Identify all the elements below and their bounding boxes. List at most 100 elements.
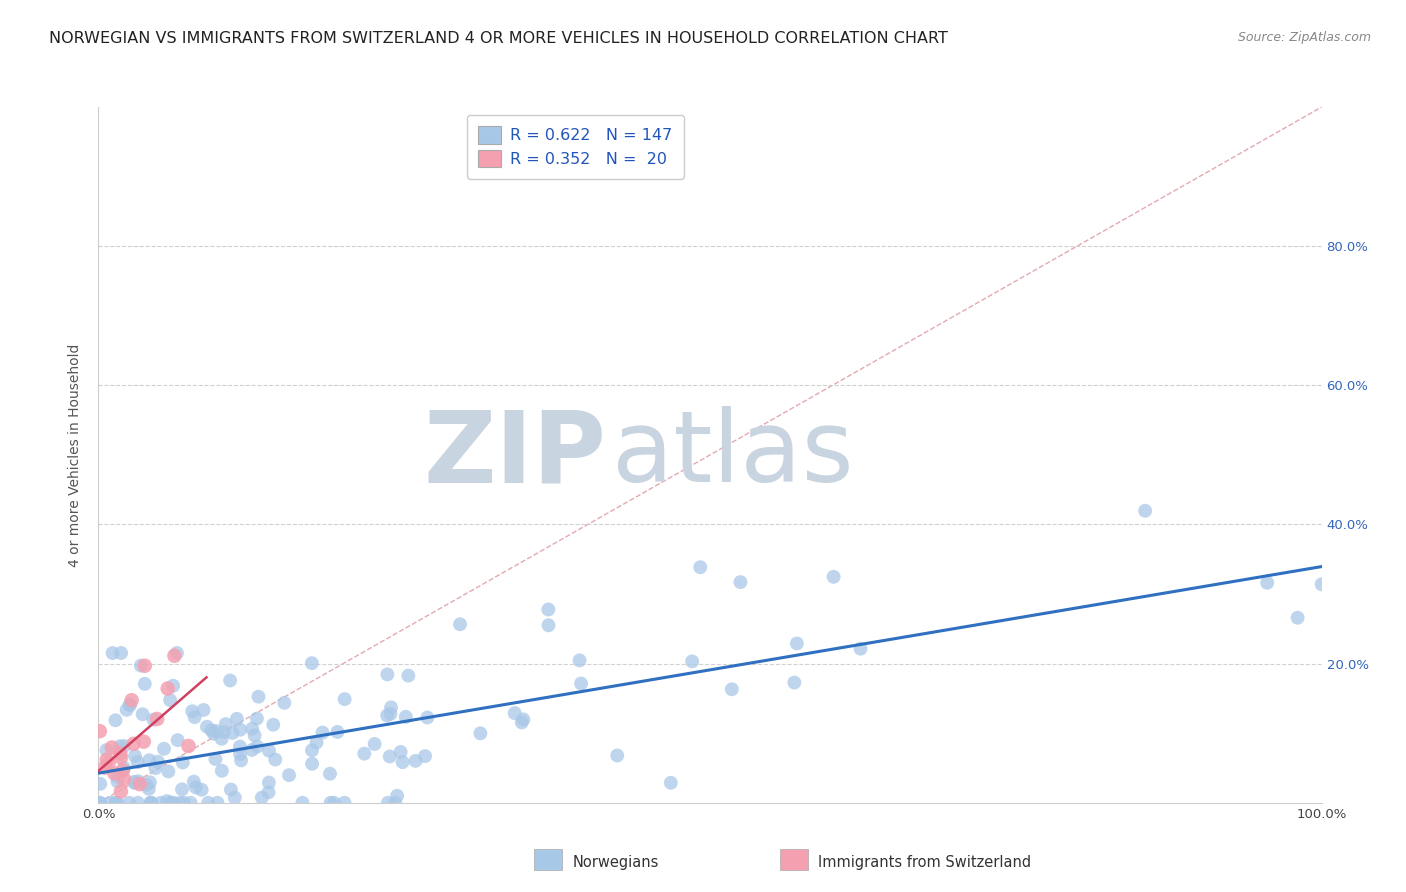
Point bbox=[200, 723, 222, 738]
Point bbox=[229, 747, 252, 761]
Point bbox=[319, 766, 342, 780]
Point bbox=[101, 646, 124, 660]
Point bbox=[127, 755, 149, 769]
Point bbox=[166, 733, 188, 747]
Point bbox=[224, 790, 246, 805]
Point bbox=[121, 693, 143, 707]
Point bbox=[122, 737, 145, 751]
Point bbox=[257, 775, 280, 789]
Point bbox=[138, 753, 160, 767]
Text: Immigrants from Switzerland: Immigrants from Switzerland bbox=[818, 855, 1032, 870]
Point bbox=[146, 755, 169, 769]
Point bbox=[1286, 611, 1309, 625]
Point bbox=[273, 696, 295, 710]
Point bbox=[118, 698, 141, 713]
Point bbox=[786, 636, 808, 650]
Point bbox=[118, 698, 141, 712]
Point bbox=[659, 776, 682, 790]
Point bbox=[104, 796, 127, 810]
Point bbox=[142, 713, 165, 727]
Point bbox=[207, 796, 229, 810]
Point bbox=[333, 796, 356, 810]
Point bbox=[229, 753, 252, 767]
Point bbox=[129, 658, 152, 673]
Point bbox=[380, 700, 402, 714]
Point bbox=[96, 753, 118, 767]
Point bbox=[134, 677, 156, 691]
Point bbox=[145, 761, 167, 775]
Point bbox=[247, 690, 270, 704]
Point bbox=[157, 764, 180, 779]
Point bbox=[183, 774, 205, 789]
Point bbox=[149, 796, 172, 810]
Point bbox=[118, 796, 141, 810]
Point bbox=[301, 743, 323, 757]
Point bbox=[378, 749, 401, 764]
Point bbox=[413, 749, 436, 764]
Point bbox=[127, 774, 149, 789]
Point bbox=[219, 782, 242, 797]
Point bbox=[170, 782, 193, 797]
Point bbox=[221, 726, 243, 740]
Point bbox=[103, 766, 125, 780]
Point bbox=[470, 726, 492, 740]
Point bbox=[396, 668, 419, 682]
Point bbox=[264, 753, 287, 767]
Point bbox=[153, 741, 176, 756]
Point bbox=[195, 720, 218, 734]
Point bbox=[184, 780, 207, 795]
Point bbox=[569, 676, 592, 690]
Point bbox=[139, 775, 162, 789]
Point bbox=[333, 692, 356, 706]
Point bbox=[204, 752, 226, 766]
Point bbox=[110, 747, 132, 761]
Point bbox=[112, 739, 135, 753]
Point bbox=[257, 744, 280, 758]
Point bbox=[305, 735, 328, 749]
Point bbox=[301, 656, 323, 670]
Point bbox=[212, 725, 235, 739]
Point bbox=[193, 703, 215, 717]
Point bbox=[391, 755, 413, 769]
Point bbox=[89, 724, 111, 739]
Point bbox=[162, 679, 184, 693]
Point bbox=[124, 776, 146, 790]
Point bbox=[246, 739, 269, 754]
Point bbox=[229, 739, 252, 754]
Point bbox=[131, 707, 153, 722]
Point bbox=[156, 681, 179, 696]
Point bbox=[104, 713, 127, 727]
Point bbox=[537, 602, 560, 616]
Point bbox=[166, 646, 188, 660]
Point bbox=[108, 739, 131, 754]
Point bbox=[323, 796, 346, 810]
Point bbox=[416, 710, 439, 724]
Point bbox=[101, 740, 124, 755]
Text: Norwegians: Norwegians bbox=[572, 855, 658, 870]
Point bbox=[395, 710, 418, 724]
Point bbox=[211, 764, 233, 778]
Point bbox=[112, 761, 135, 775]
Point bbox=[319, 796, 342, 810]
Point bbox=[111, 764, 134, 778]
Point bbox=[363, 737, 385, 751]
Point bbox=[377, 667, 399, 681]
Point bbox=[139, 796, 162, 810]
Point bbox=[823, 570, 845, 584]
Point bbox=[240, 722, 263, 736]
Point bbox=[173, 796, 195, 810]
Point bbox=[311, 725, 333, 739]
Point bbox=[94, 761, 117, 775]
Point bbox=[197, 796, 219, 810]
Point bbox=[301, 756, 323, 771]
Point bbox=[720, 682, 742, 697]
Point bbox=[1310, 577, 1333, 591]
Point bbox=[257, 785, 280, 799]
Point bbox=[219, 673, 242, 688]
Point bbox=[384, 796, 406, 810]
Point bbox=[124, 748, 146, 763]
Point bbox=[389, 745, 412, 759]
Point bbox=[278, 768, 301, 782]
Point bbox=[107, 770, 129, 784]
Point bbox=[1256, 575, 1278, 590]
